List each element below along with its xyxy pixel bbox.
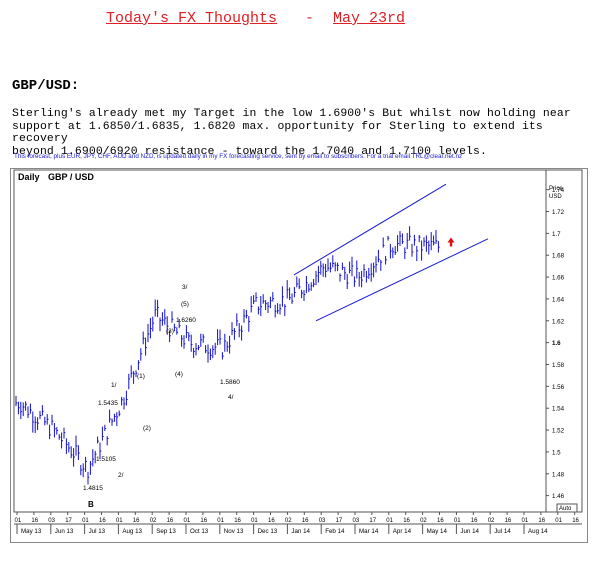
chart-frame xyxy=(10,168,588,543)
x-tick-label: 02 xyxy=(420,518,427,524)
x-tick-label: 01 xyxy=(217,518,224,524)
y-tick-label: 1.64 xyxy=(552,296,565,303)
channel-upper-line xyxy=(293,183,447,276)
wave-label: 1.6260 xyxy=(176,317,196,324)
price-axis-title: Price xyxy=(549,186,563,192)
month-label: Feb 14 xyxy=(325,528,345,535)
y-tick-label: 1.48 xyxy=(552,471,565,478)
x-tick-label: 16 xyxy=(437,518,444,524)
x-tick-label: 01 xyxy=(82,518,89,524)
month-label: May 14 xyxy=(427,528,448,535)
wave-label: 2/ xyxy=(118,472,124,479)
x-tick-label: 16 xyxy=(167,518,174,524)
month-label: Jan 14 xyxy=(291,528,310,535)
wave-label: (2) xyxy=(143,425,151,432)
month-label: Jul 13 xyxy=(89,528,106,535)
x-tick-label: 17 xyxy=(336,518,343,524)
x-tick-label: 03 xyxy=(353,518,360,524)
x-tick-label: 03 xyxy=(48,518,55,524)
month-label: May 13 xyxy=(21,528,42,535)
x-tick-label: 16 xyxy=(538,518,545,524)
x-tick-label: 17 xyxy=(369,518,376,524)
x-tick-label: 02 xyxy=(150,518,157,524)
x-tick-label: 16 xyxy=(572,518,579,524)
month-label: Jun 13 xyxy=(55,528,74,535)
y-tick-label: 1.46 xyxy=(552,493,565,500)
x-tick-label: 17 xyxy=(65,518,72,524)
wave-label: 1.5105 xyxy=(96,456,116,463)
month-label: Aug 14 xyxy=(528,528,548,535)
pair-heading: GBP/USD: xyxy=(12,78,80,94)
x-tick-label: 03 xyxy=(319,518,326,524)
x-tick-label: 01 xyxy=(184,518,191,524)
x-tick-label: 16 xyxy=(471,518,478,524)
y-tick-label: 1.56 xyxy=(552,384,565,391)
month-label: Nov 13 xyxy=(224,528,244,535)
y-tick-label: 1.62 xyxy=(552,318,565,325)
month-label: Apr 14 xyxy=(393,528,412,535)
wave-label: B xyxy=(88,500,94,509)
x-tick-label: 01 xyxy=(386,518,393,524)
title-separator: - xyxy=(305,10,315,27)
x-tick-label: 16 xyxy=(505,518,512,524)
y-tick-label: 1.7 xyxy=(552,231,561,238)
x-tick-label: 01 xyxy=(116,518,123,524)
month-label: Aug 13 xyxy=(122,528,142,535)
wave-label: (5) xyxy=(181,301,189,308)
forecast-note: This forecast, plus EUR, JPY, CHF, AUD a… xyxy=(14,153,463,160)
auto-scale-box xyxy=(556,503,578,513)
price-chart: Daily GBP / USD Price USD 1.74 1.72 1.7 1.68 1.6… xyxy=(10,168,596,544)
wave-label: (4) xyxy=(175,371,183,378)
wave-label: (3) xyxy=(166,328,174,335)
auto-scale-label: Auto xyxy=(559,506,572,512)
y-tick-label: 1.66 xyxy=(552,275,565,282)
x-tick-label: 16 xyxy=(200,518,207,524)
up-arrow-icon xyxy=(447,237,455,247)
x-tick-label: 16 xyxy=(268,518,275,524)
y-tick-label: 1.72 xyxy=(552,209,565,216)
x-tick-label: 16 xyxy=(403,518,410,524)
channel-lower-line xyxy=(315,238,489,322)
wave-label: (1) xyxy=(137,373,145,380)
x-tick-label: 16 xyxy=(234,518,241,524)
month-label: Oct 13 xyxy=(190,528,209,535)
x-tick-label: 02 xyxy=(488,518,495,524)
month-label: Dec 13 xyxy=(258,528,278,535)
x-tick-label: 01 xyxy=(251,518,258,524)
commentary-text: Sterling's already met my Target in the … xyxy=(12,108,571,158)
x-tick-label: 01 xyxy=(555,518,562,524)
y-tick-label: 1.5 xyxy=(552,449,561,456)
title-text[interactable]: Today's FX Thoughts xyxy=(106,10,278,27)
x-tick-label: 01 xyxy=(15,518,22,524)
price-axis-unit: USD xyxy=(549,194,562,200)
month-label: Sep 13 xyxy=(156,528,176,535)
x-tick-label: 16 xyxy=(302,518,309,524)
month-label: Jun 14 xyxy=(460,528,479,535)
y-tick-label: 1.6 xyxy=(552,340,561,347)
x-tick-label: 16 xyxy=(99,518,106,524)
y-tick-label: 1.68 xyxy=(552,253,565,260)
wave-label: 3/ xyxy=(182,284,188,291)
x-tick-label: 16 xyxy=(133,518,140,524)
x-tick-label: 16 xyxy=(31,518,38,524)
wave-label: 1.4815 xyxy=(83,485,103,492)
y-tick-label: 1.58 xyxy=(552,362,565,369)
month-label: Mar 14 xyxy=(359,528,379,535)
instrument-label: GBP / USD xyxy=(48,172,94,182)
wave-label: 1.5860 xyxy=(220,379,240,386)
y-tick-label: 1.74 xyxy=(552,187,565,194)
month-label: Jul 14 xyxy=(494,528,511,535)
y-tick-label: 1.52 xyxy=(552,428,565,435)
x-tick-label: 02 xyxy=(285,518,292,524)
period-label: Daily xyxy=(18,172,40,182)
wave-label: 1.5435 xyxy=(98,400,118,407)
wave-label: 4/ xyxy=(228,394,234,401)
x-tick-label: 01 xyxy=(454,518,461,524)
wave-label: 1/ xyxy=(111,382,117,389)
x-tick-label: 01 xyxy=(522,518,529,524)
title-date[interactable]: May 23rd xyxy=(333,10,406,27)
y-tick-label: 1.54 xyxy=(552,406,565,413)
